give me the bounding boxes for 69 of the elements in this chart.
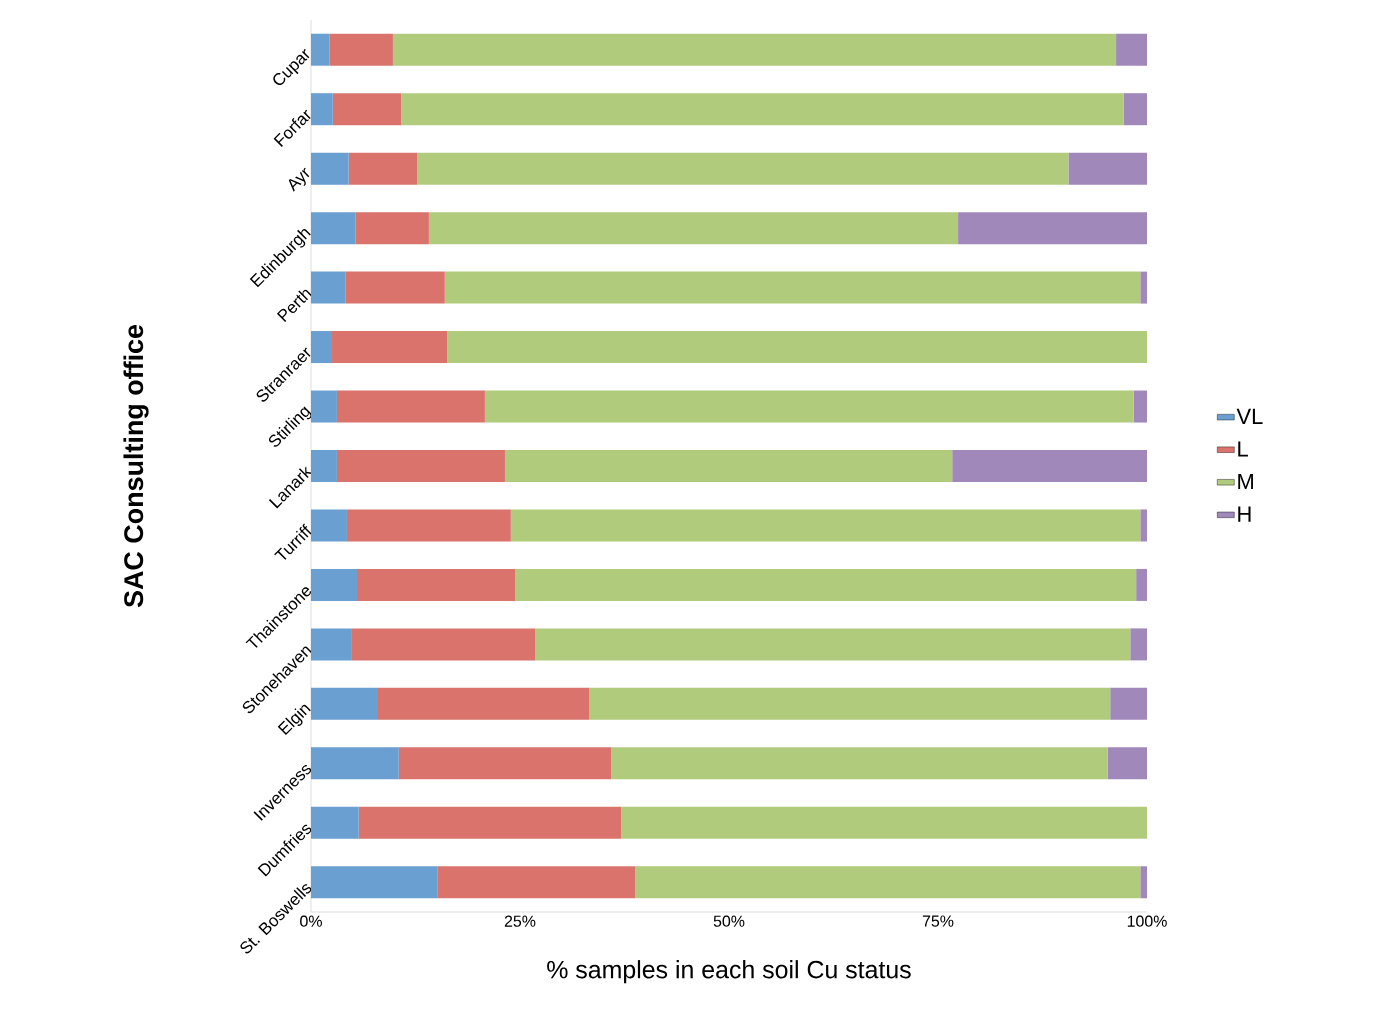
bar — [329, 33, 393, 66]
bar — [346, 509, 511, 542]
bar — [355, 212, 429, 245]
bar — [621, 806, 1148, 839]
x-tick-label: 100% — [1127, 915, 1167, 927]
bar — [535, 628, 1131, 661]
bar — [311, 390, 337, 423]
bar — [377, 687, 590, 720]
bar — [1140, 271, 1148, 304]
y-tick-label: Ayr — [288, 167, 310, 192]
bar — [358, 806, 622, 839]
bar — [1123, 93, 1148, 126]
bar — [447, 331, 1148, 364]
bar — [311, 93, 333, 126]
legend-label: L — [1238, 441, 1248, 457]
x-axis-title: % samples in each soil Cu status — [547, 960, 911, 984]
bar — [398, 747, 612, 780]
legend-label: M — [1238, 473, 1253, 490]
bar — [510, 509, 1141, 542]
bar — [311, 271, 346, 304]
bar — [417, 152, 1069, 185]
bar — [311, 806, 359, 839]
bar — [336, 450, 505, 482]
bar — [1140, 866, 1148, 899]
bar — [1107, 747, 1148, 780]
bar — [1136, 568, 1148, 601]
bar — [331, 331, 448, 364]
bar — [311, 568, 357, 601]
bar — [1116, 33, 1148, 66]
bar — [332, 93, 402, 126]
bar — [392, 33, 1117, 66]
legend-label: VL — [1236, 408, 1263, 424]
bar — [504, 450, 953, 482]
bar — [311, 152, 349, 185]
bar — [311, 866, 438, 899]
x-tick-label: 75% — [922, 915, 954, 927]
bar — [311, 509, 347, 542]
bar — [311, 687, 378, 720]
bar — [311, 33, 330, 66]
bar — [484, 390, 1134, 423]
bar — [401, 93, 1124, 126]
x-tick-label: 25% — [504, 915, 536, 927]
bar — [514, 568, 1137, 601]
bar — [1140, 509, 1148, 542]
legend-label: H — [1238, 506, 1251, 522]
bar — [444, 271, 1141, 304]
bar — [428, 212, 959, 245]
bar — [356, 568, 515, 601]
bar — [345, 271, 445, 304]
bar — [611, 747, 1108, 780]
bar — [336, 390, 485, 423]
bar — [958, 212, 1148, 245]
bar — [348, 152, 418, 185]
bar — [311, 628, 352, 661]
bar — [952, 450, 1148, 482]
bar — [1110, 687, 1148, 720]
y-axis-title: SAC Consulting office — [123, 324, 149, 608]
bar — [1068, 152, 1148, 185]
bar — [351, 628, 536, 661]
bar — [311, 331, 332, 364]
bar — [635, 866, 1141, 899]
bar — [1130, 628, 1148, 661]
bar — [437, 866, 636, 899]
bar — [1133, 390, 1148, 423]
bar — [589, 687, 1111, 720]
x-tick-label: 50% — [713, 915, 745, 927]
bar — [311, 450, 337, 482]
bar — [311, 212, 356, 245]
bar — [311, 747, 399, 780]
